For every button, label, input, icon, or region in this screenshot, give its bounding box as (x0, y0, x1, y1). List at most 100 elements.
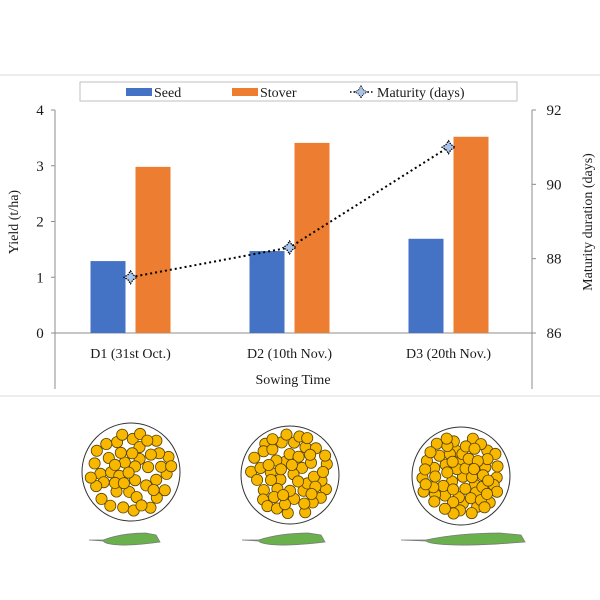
grain (292, 475, 305, 488)
grain (100, 437, 113, 450)
grain (90, 444, 103, 457)
grain (467, 462, 480, 475)
y-axis-title-right: Maturity duration (days) (581, 153, 596, 291)
grain (468, 442, 481, 455)
leaf-icon (88, 532, 161, 546)
y-tick-label-right: 86 (547, 326, 563, 342)
grain (440, 432, 453, 445)
leaf-icon (400, 532, 526, 546)
grain (438, 502, 451, 515)
grain (478, 501, 491, 514)
legend-box (79, 81, 518, 102)
grain (114, 446, 127, 459)
grain (428, 495, 441, 508)
grain (490, 485, 503, 498)
bar-stover-1 (135, 166, 171, 333)
grain (319, 449, 332, 462)
grain-panel-d1 (81, 422, 181, 546)
x-tick-labels: D1 (31st Oct.) D2 (10th Nov.) D3 (20th Nov… (90, 347, 491, 362)
grain (280, 428, 293, 441)
maturity-point-2 (281, 239, 298, 256)
y-tick-label-right: 92 (547, 103, 562, 119)
grain (248, 451, 261, 464)
x-tick-label: D3 (20th Nov.) (406, 347, 491, 362)
legend-swatch-stover (232, 88, 258, 96)
grain (274, 463, 287, 476)
grain (262, 458, 275, 471)
grain (446, 455, 459, 468)
x-axis-title: Sowing Time (255, 373, 330, 388)
grain (129, 474, 142, 487)
grain (117, 477, 130, 490)
grain (447, 483, 460, 496)
bar-seed-1 (90, 261, 126, 333)
legend-label-maturity: Maturity (days) (377, 86, 465, 101)
maturity-series (122, 139, 457, 285)
y-ticks-left: 0 1 2 3 4 (36, 103, 55, 342)
grain (419, 478, 432, 491)
legend-swatch-maturity-marker (354, 85, 368, 99)
grain (419, 463, 432, 476)
x-tick-label: D2 (10th Nov.) (247, 347, 332, 362)
bars (90, 136, 489, 333)
leaf-icon (241, 532, 326, 546)
grain (95, 492, 108, 505)
grain (305, 487, 318, 500)
grain (480, 487, 493, 500)
bar-seed-3 (408, 238, 444, 333)
grain (292, 450, 305, 463)
grain (459, 482, 472, 495)
legend: Seed Stover Maturity (days) (79, 81, 518, 102)
y-tick-label-left: 4 (36, 103, 44, 119)
bar-stover-3 (453, 136, 489, 333)
y-tick-label-left: 3 (36, 159, 44, 175)
grain (316, 465, 329, 478)
grain (301, 432, 314, 445)
y-tick-label-left: 0 (36, 326, 44, 342)
grain (90, 480, 103, 493)
grain-illustrations (81, 422, 526, 546)
grain-panel-d3 (400, 426, 526, 546)
grain (491, 460, 504, 473)
legend-label-seed: Seed (154, 86, 181, 101)
grain (147, 483, 160, 496)
grain (482, 474, 495, 487)
y-tick-label-left: 1 (36, 270, 44, 286)
grain (104, 499, 117, 512)
grain (481, 453, 494, 466)
maturity-point-1 (122, 269, 139, 285)
grain (264, 473, 277, 486)
legend-swatch-seed (126, 88, 152, 96)
x-tick-label: D1 (31st Oct.) (90, 347, 171, 362)
grain (465, 507, 478, 520)
grain-panel-d2 (240, 425, 340, 546)
y-axis-title-left: Yield (t/ha) (7, 190, 22, 254)
grain (141, 434, 154, 447)
grain (165, 460, 178, 473)
grain (150, 473, 163, 486)
grain (424, 446, 437, 459)
bar-stover-2 (294, 142, 330, 333)
grain (144, 448, 157, 461)
maturity-point-3 (440, 139, 457, 155)
grain (285, 458, 298, 471)
grain (126, 447, 139, 460)
legend-label-stover: Stover (260, 86, 297, 101)
grain (277, 489, 290, 502)
grain (135, 499, 148, 512)
maturity-line (130, 146, 450, 279)
grain (441, 466, 454, 479)
grain (298, 497, 311, 510)
grain (88, 457, 101, 470)
y-tick-label-right: 90 (547, 177, 562, 193)
grain (304, 448, 317, 461)
bar-seed-2 (249, 251, 285, 333)
grain (84, 471, 97, 484)
grain (116, 428, 129, 441)
grain (122, 466, 135, 479)
grain (464, 492, 477, 505)
grain (142, 461, 155, 474)
grain (251, 473, 264, 486)
grain (266, 443, 279, 456)
